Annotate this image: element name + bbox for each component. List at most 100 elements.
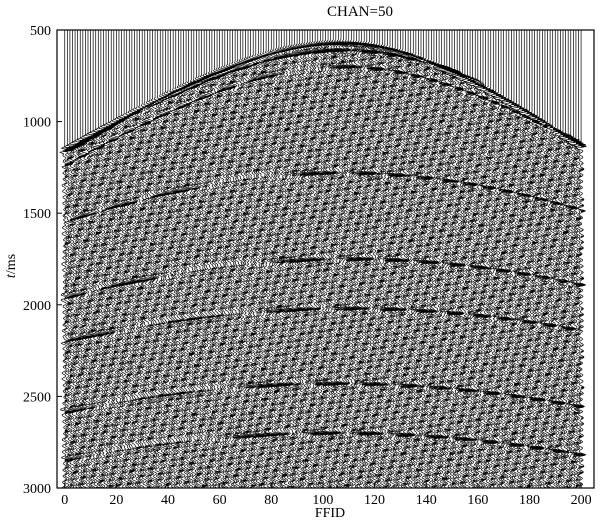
trace-fill <box>149 103 154 482</box>
trace <box>178 30 189 488</box>
trace <box>303 30 314 488</box>
trace <box>237 30 250 488</box>
trace-fill <box>312 44 318 472</box>
trace <box>551 30 562 488</box>
x-tick-label: 60 <box>213 493 227 508</box>
trace-fill <box>286 48 293 488</box>
trace-fill <box>160 97 165 474</box>
trace <box>112 30 124 488</box>
trace <box>72 30 88 488</box>
trace-fill <box>485 88 491 474</box>
trace <box>305 30 317 488</box>
trace <box>340 30 353 488</box>
trace <box>199 30 209 488</box>
trace-fill <box>503 98 510 472</box>
trace-fill <box>371 45 379 465</box>
trace <box>257 30 270 488</box>
trace-fill <box>139 108 144 478</box>
trace <box>255 30 268 488</box>
trace-fill <box>168 93 173 485</box>
trace <box>388 30 402 488</box>
trace-fill <box>186 85 191 483</box>
trace-fill <box>475 80 480 481</box>
trace-fill <box>82 139 91 479</box>
trace-fill <box>382 47 387 487</box>
trace-fill <box>253 58 259 487</box>
trace-fill <box>263 54 270 479</box>
trace <box>163 30 173 488</box>
trace-fill <box>361 43 367 472</box>
trace <box>510 30 523 488</box>
trace-fill <box>482 87 488 481</box>
trace <box>166 30 177 488</box>
y-tick-label: 3000 <box>23 482 51 497</box>
trace <box>484 30 498 488</box>
trace <box>465 30 477 488</box>
trace <box>95 30 110 488</box>
trace <box>454 30 466 488</box>
trace-fill <box>366 44 372 484</box>
trace-fill <box>581 145 587 474</box>
x-tick-label: 80 <box>264 493 278 508</box>
trace-fill <box>113 122 121 469</box>
trace <box>546 30 557 488</box>
trace <box>517 30 528 488</box>
trace <box>311 30 323 488</box>
trace <box>384 30 397 488</box>
trace-fill <box>563 134 572 488</box>
trace <box>295 30 307 488</box>
trace <box>250 30 263 488</box>
trace <box>125 30 136 488</box>
trace-fill <box>297 46 303 468</box>
trace-fill <box>379 46 384 476</box>
trace-fill <box>513 104 520 470</box>
trace <box>161 30 171 488</box>
trace <box>345 30 358 488</box>
x-tick-label: 200 <box>571 493 592 508</box>
trace-fill <box>93 133 102 477</box>
y-axis: 500 1000 1500 2000 2500 3000 <box>23 24 62 497</box>
trace-fill <box>439 66 449 468</box>
trace <box>265 30 278 488</box>
trace-fill <box>273 52 281 478</box>
trace <box>138 30 149 488</box>
trace <box>176 30 187 488</box>
trace-fill <box>183 86 189 483</box>
trace-fill <box>524 110 530 475</box>
trace <box>462 30 475 488</box>
trace-fill <box>281 50 288 483</box>
trace <box>241 30 252 488</box>
trace <box>181 30 192 488</box>
trace-fill <box>449 70 459 461</box>
trace <box>563 30 576 488</box>
x-axis-label: FFID <box>314 506 346 521</box>
trace <box>217 30 229 488</box>
trace <box>402 30 416 488</box>
trace <box>474 30 487 488</box>
trace <box>325 30 338 488</box>
trace <box>329 30 341 488</box>
trace-fill <box>359 43 365 479</box>
trace <box>398 30 412 488</box>
trace-fill <box>560 133 568 476</box>
y-tick-label: 2000 <box>23 299 51 314</box>
trace <box>201 30 212 488</box>
trace-fill <box>320 43 326 478</box>
trace <box>186 30 198 488</box>
trace-fill <box>322 43 330 477</box>
trace-fill <box>152 101 157 469</box>
trace <box>404 30 417 488</box>
trace <box>381 30 391 488</box>
trace <box>146 30 155 488</box>
trace <box>499 30 511 488</box>
trace <box>483 30 495 488</box>
trace <box>228 30 243 488</box>
y-tick-label: 1500 <box>23 207 51 222</box>
trace-fill <box>178 88 184 478</box>
trace <box>226 30 239 488</box>
trace <box>203 30 217 488</box>
trace <box>433 30 449 488</box>
trace <box>426 30 438 488</box>
trace <box>293 30 304 488</box>
trace-fill <box>495 94 502 467</box>
